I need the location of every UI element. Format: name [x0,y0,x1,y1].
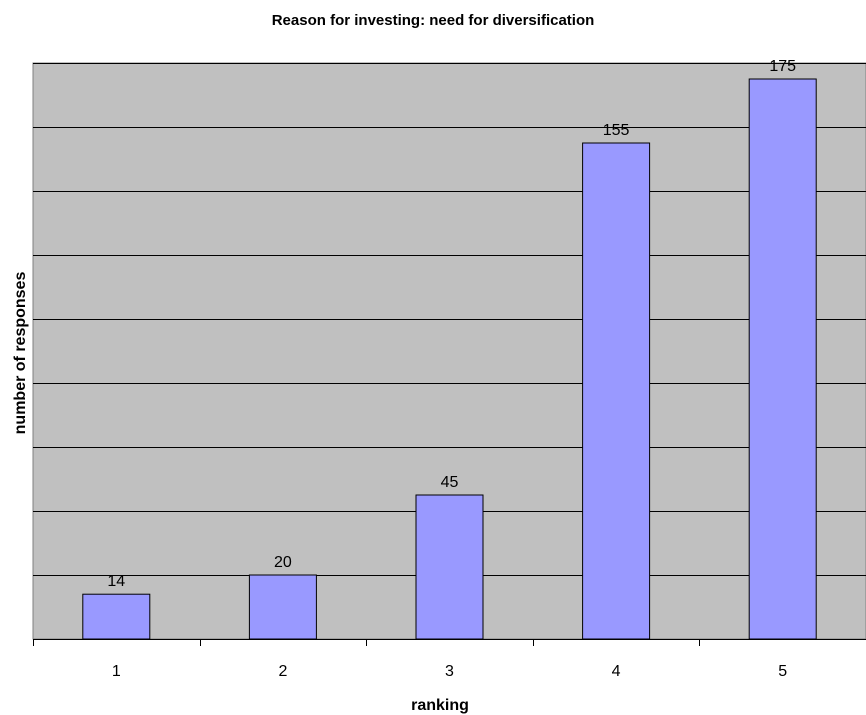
bar-2 [248,574,317,640]
bars [82,78,817,640]
data-label-2: 20 [274,554,292,571]
data-label-3: 45 [441,474,459,491]
x-tick-label-1: 1 [112,663,121,680]
x-tick-label-4: 4 [612,663,621,680]
chart-title: Reason for investing: need for diversifi… [271,12,595,29]
x-axis: 1 2 3 4 5 [33,639,866,680]
bar-4 [582,142,651,640]
y-axis-title: number of responses [12,272,29,435]
bar-3 [415,494,484,640]
bar-1 [82,593,151,640]
gridlines [33,63,866,576]
data-labels: 14 20 45 155 175 [107,58,796,590]
x-axis-title: ranking [411,697,469,714]
x-tick-label-3: 3 [445,663,454,680]
x-tick-label-5: 5 [778,663,787,680]
x-tick-label-2: 2 [278,663,287,680]
data-label-5: 175 [769,58,796,75]
bar-5 [748,78,817,640]
data-label-4: 155 [603,122,630,139]
data-label-1: 14 [107,573,125,590]
